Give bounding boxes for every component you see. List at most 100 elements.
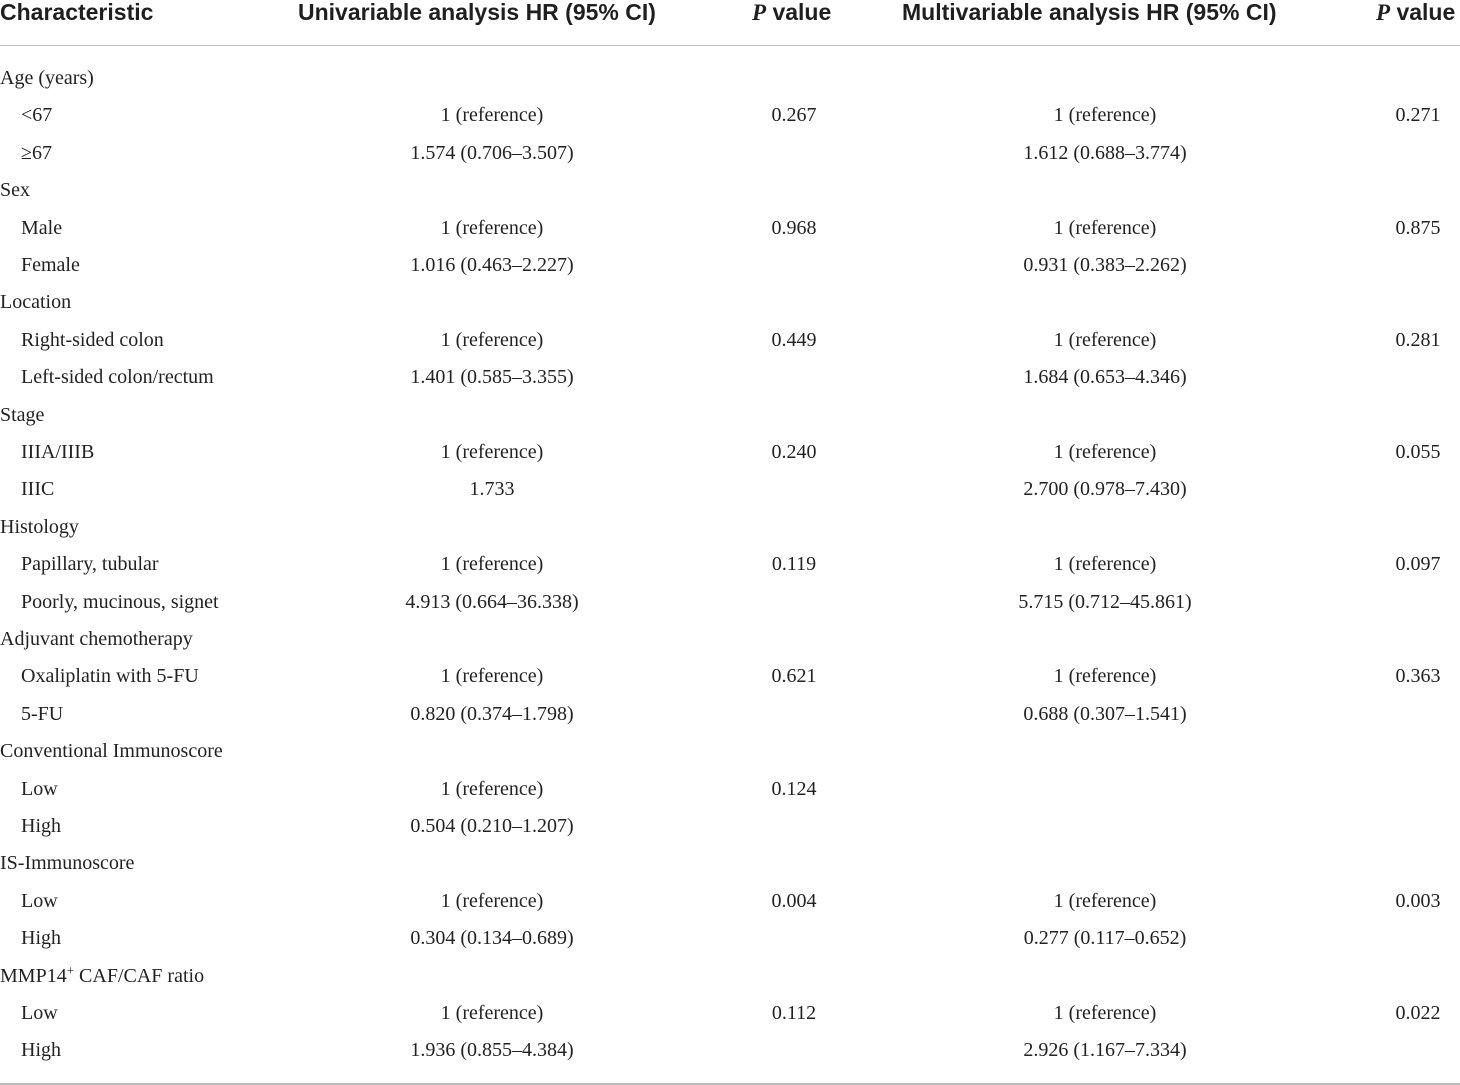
row-label: High	[21, 1032, 61, 1069]
row-label-text: Location	[0, 291, 72, 314]
header-p-value-text: value	[766, 0, 832, 25]
table-row: IIIC 1.733 2.700 (0.978–7.430)	[0, 471, 1460, 508]
row-label-text: IIIA/IIIB	[21, 441, 95, 463]
univariable-hr-cell: 4.913 (0.664–36.338)	[405, 590, 579, 613]
group-row: Location	[0, 284, 1460, 321]
multivariable-p-cell: 0.281	[1395, 328, 1441, 351]
row-label: Male	[21, 210, 62, 247]
row-label-text: Low	[21, 1002, 58, 1024]
row-label: Low	[21, 883, 58, 920]
group-row: IS-Immunoscore	[0, 845, 1460, 882]
row-label: Right-sided colon	[21, 322, 164, 359]
row-label-text: ≥67	[21, 141, 52, 164]
univariable-hr-cell: 0.304 (0.134–0.689)	[410, 927, 574, 950]
row-label-text: High	[21, 1039, 61, 1062]
row-label-text: Histology	[0, 515, 79, 538]
univariable-p-cell: 0.119	[771, 553, 817, 576]
row-label-text: Female	[21, 254, 80, 276]
multivariable-hr-cell: 0.277 (0.117–0.652)	[1023, 927, 1187, 950]
multivariable-hr-cell: 1 (reference)	[1053, 665, 1157, 688]
univariable-hr-cell: 1 (reference)	[440, 665, 544, 688]
row-label: Stage	[0, 397, 44, 434]
univariable-p-cell: 0.112	[771, 1002, 817, 1024]
univariable-hr-cell: 1.733	[469, 478, 515, 501]
table-row: Left-sided colon/rectum 1.401 (0.585–3.35…	[0, 359, 1460, 396]
row-label: Poorly, mucinous, signet	[21, 584, 219, 621]
row-label: Female	[21, 247, 80, 284]
univariable-hr-cell: 1 (reference)	[440, 889, 544, 912]
row-label-text: <67	[21, 104, 53, 127]
row-label: ≥67	[21, 135, 52, 172]
header-p-value-text-2: value	[1390, 0, 1456, 25]
multivariable-hr-cell: 1 (reference)	[1053, 553, 1157, 576]
univariable-hr-cell: 1.936 (0.855–4.384)	[410, 1039, 574, 1062]
row-label-text: Low	[21, 889, 58, 912]
row-label-text: Stage	[0, 403, 45, 426]
header-univariable-p: P value	[752, 0, 832, 25]
row-label: IIIA/IIIB	[21, 434, 94, 471]
multivariable-hr-cell: 0.931 (0.383–2.262)	[1023, 254, 1187, 276]
header-rule	[0, 45, 1460, 46]
multivariable-hr-cell: 1.684 (0.653–4.346)	[1023, 366, 1187, 389]
row-label: High	[21, 808, 61, 845]
row-label-text: Papillary, tubular	[21, 553, 159, 576]
row-label: Adjuvant chemotherapy	[0, 621, 193, 658]
multivariable-p-cell: 0.003	[1395, 889, 1441, 912]
row-label-text: Age (years)	[0, 67, 94, 89]
row-label-text: Oxaliplatin with 5-FU	[21, 665, 199, 688]
univariable-hr-cell: 1 (reference)	[440, 553, 544, 576]
univariable-p-cell: 0.240	[771, 441, 817, 463]
multivariable-hr-cell: 1.612 (0.688–3.774)	[1023, 141, 1187, 164]
row-label: Conventional Immunoscore	[0, 733, 223, 770]
univariable-p-cell: 0.267	[771, 104, 817, 127]
row-label: Papillary, tubular	[21, 546, 159, 583]
univariable-hr-cell: 1 (reference)	[440, 328, 544, 351]
univariable-hr-cell: 1 (reference)	[440, 1002, 544, 1024]
univariable-p-cell: 0.449	[771, 328, 817, 351]
multivariable-p-cell: 0.055	[1395, 441, 1441, 463]
row-label-text: High	[21, 927, 61, 950]
header-univariable: Univariable analysis HR (95% CI)	[298, 0, 656, 25]
row-label: Age (years)	[0, 60, 94, 97]
row-label-text: High	[21, 815, 61, 837]
group-row: Conventional Immunoscore	[0, 733, 1460, 770]
table-row: Right-sided colon 1 (reference) 0.449 1 (re…	[0, 322, 1460, 359]
row-label: IS-Immunoscore	[0, 845, 134, 882]
multivariable-p-cell: 0.875	[1395, 216, 1441, 239]
group-row: Adjuvant chemotherapy	[0, 621, 1460, 658]
table-row: High 1.936 (0.855–4.384) 2.926 (1.167–7.33…	[0, 1032, 1460, 1069]
header-characteristic: Characteristic	[0, 0, 154, 25]
multivariable-hr-cell: 2.700 (0.978–7.430)	[1023, 478, 1187, 501]
univariable-hr-cell: 1.016 (0.463–2.227)	[410, 254, 574, 276]
group-row: Age (years)	[0, 60, 1460, 97]
multivariable-p-cell: 0.022	[1395, 1002, 1441, 1024]
univariable-p-cell: 0.124	[771, 777, 817, 800]
univariable-p-cell: 0.004	[771, 889, 817, 912]
multivariable-hr-cell: 2.926 (1.167–7.334)	[1023, 1039, 1187, 1062]
table-row: High 0.304 (0.134–0.689) 0.277 (0.117–0.65…	[0, 920, 1460, 957]
table-row: IIIA/IIIB 1 (reference) 0.240 1 (reference)…	[0, 434, 1460, 471]
multivariable-hr-cell: 0.688 (0.307–1.541)	[1023, 702, 1187, 725]
row-label: Left-sided colon/rectum	[21, 359, 214, 396]
univariable-p-cell: 0.968	[771, 216, 817, 239]
table-row: ≥67 1.574 (0.706–3.507) 1.612 (0.688–3.774…	[0, 135, 1460, 172]
univariable-hr-cell: 0.504 (0.210–1.207)	[410, 815, 574, 837]
multivariable-hr-cell: 1 (reference)	[1053, 328, 1157, 351]
univariable-hr-cell: 1.574 (0.706–3.507)	[410, 141, 574, 164]
multivariable-p-cell: 0.271	[1395, 104, 1441, 127]
row-label-text: Left-sided colon/rectum	[21, 366, 214, 389]
header-p-italic-2: P	[1376, 0, 1391, 25]
row-label: 5-FU	[21, 696, 63, 733]
multivariable-hr-cell: 1 (reference)	[1053, 1002, 1157, 1024]
univariable-hr-cell: 0.820 (0.374–1.798)	[410, 702, 574, 725]
table-row: Oxaliplatin with 5-FU 1 (reference) 0.621 1…	[0, 658, 1460, 695]
univariable-hr-cell: 1 (reference)	[440, 777, 544, 800]
multivariable-hr-cell: 1 (reference)	[1053, 441, 1157, 463]
row-label-text: Conventional Immunoscore	[0, 740, 223, 763]
univariable-hr-cell: 1 (reference)	[440, 441, 544, 463]
table-row: Low 1 (reference) 0.124	[0, 771, 1460, 808]
table-row: High 0.504 (0.210–1.207)	[0, 808, 1460, 845]
group-row: MMP14+ CAF/CAF ratio	[0, 958, 1460, 995]
row-label: Location	[0, 284, 71, 321]
